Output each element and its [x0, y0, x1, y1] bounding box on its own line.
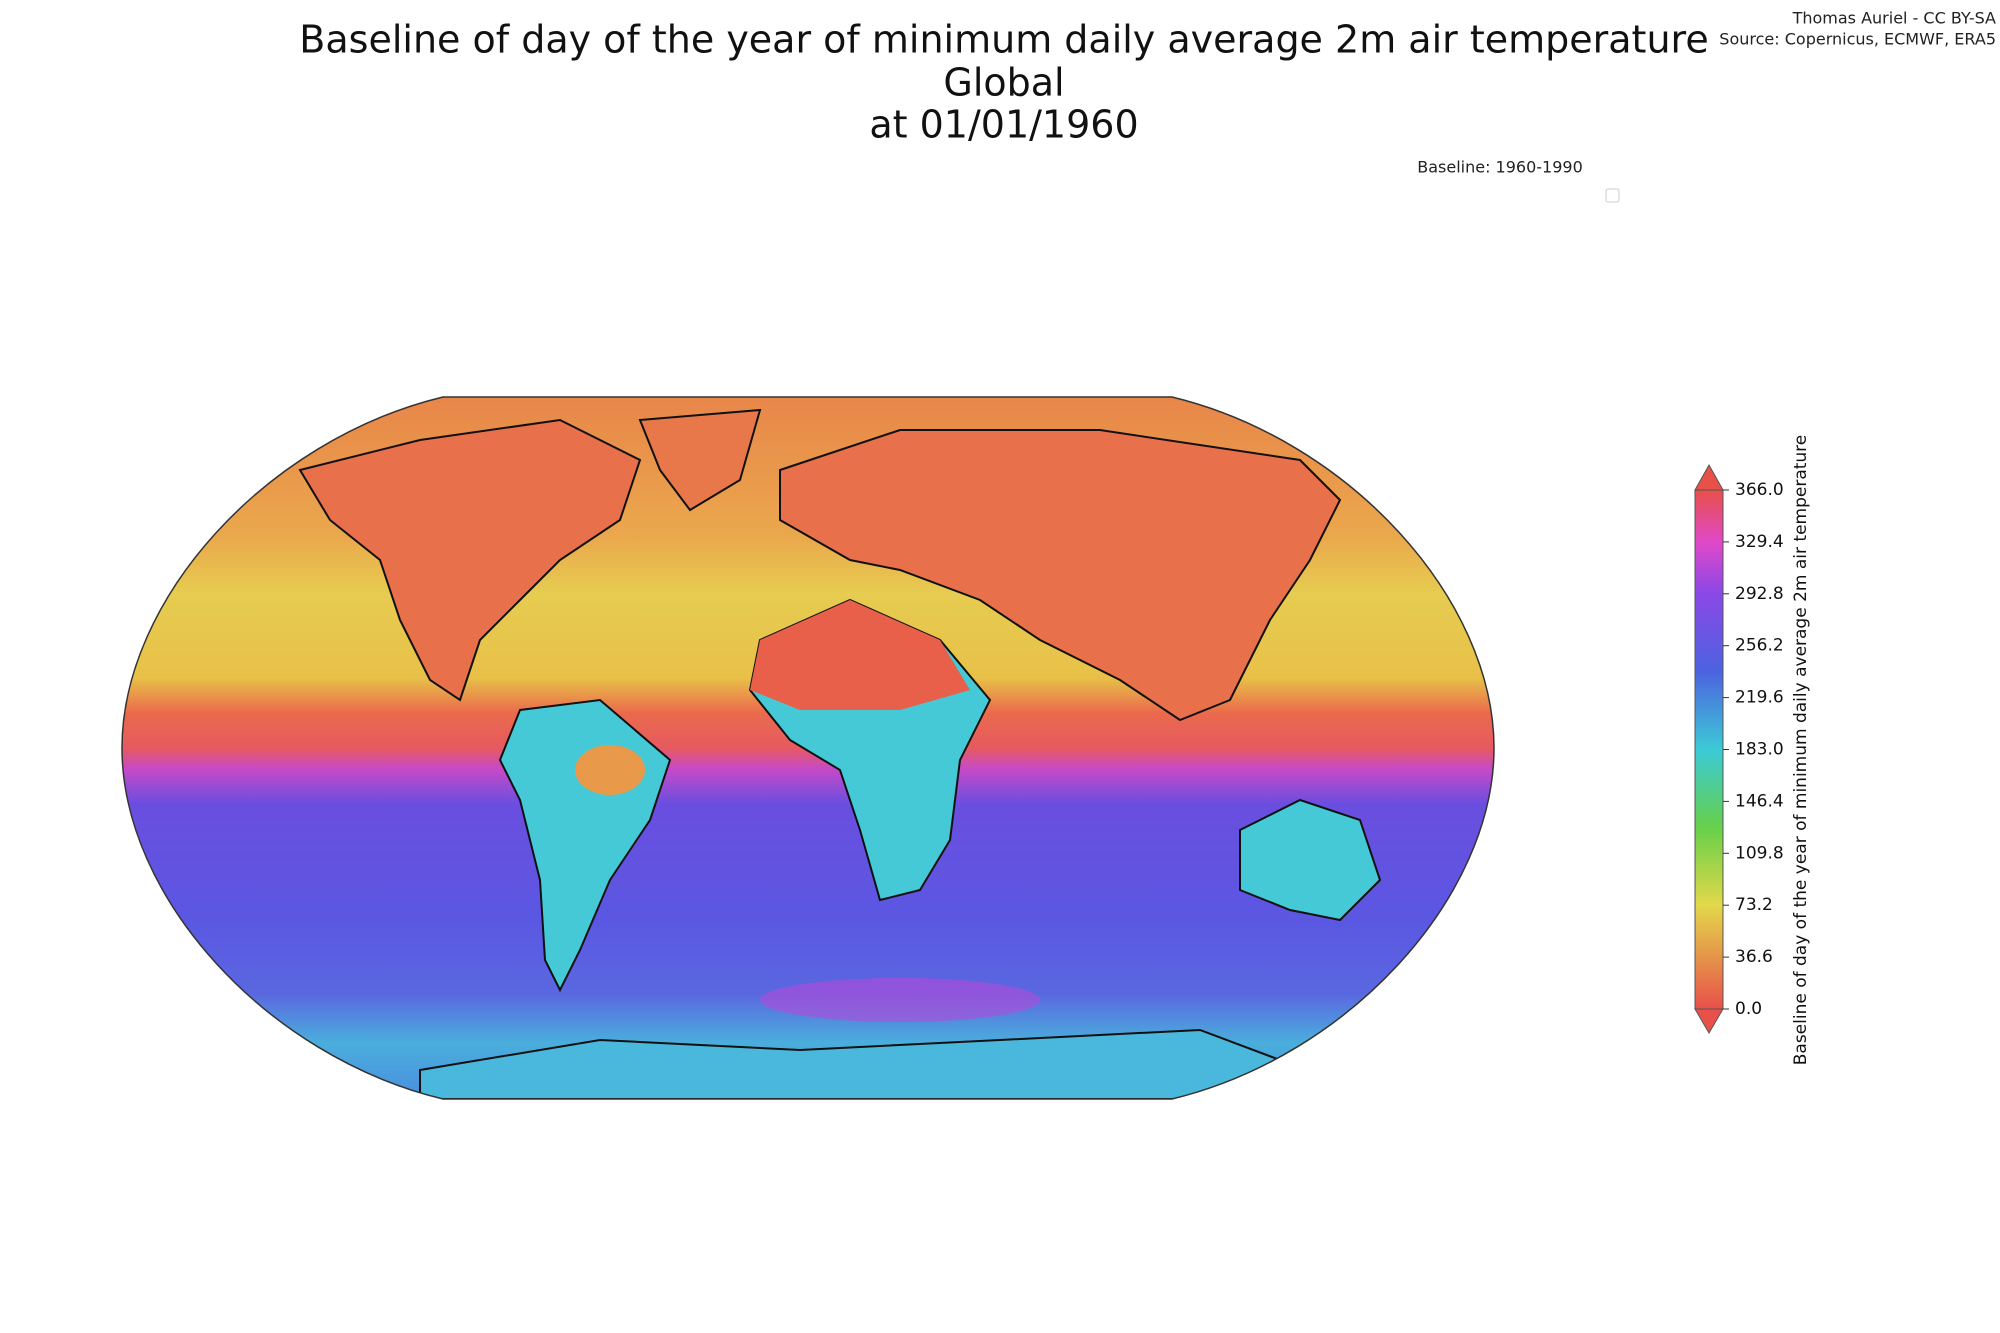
- title-line: Global: [943, 61, 1064, 105]
- colorbar-tick-label: 292.8: [1735, 584, 1784, 604]
- title-line: at 01/01/1960: [869, 103, 1138, 147]
- colorbar-tick-label: 146.4: [1735, 791, 1784, 811]
- colorbar-tick-label: 73.2: [1735, 895, 1773, 915]
- credit: Source: Copernicus, ECMWF, ERA5: [1719, 30, 1996, 49]
- baseline-label: Baseline: 1960-1990: [1417, 158, 1583, 177]
- colorbar-tick-label: 219.6: [1735, 688, 1784, 708]
- colorbar-tick-label: 329.4: [1735, 532, 1784, 552]
- colorbar-tick-label: 109.8: [1735, 843, 1784, 863]
- colorbar-tick-label: 36.6: [1735, 947, 1773, 967]
- colorbar: Baseline of day of the year of minimum d…: [1694, 435, 1811, 1066]
- colorbar-tick-label: 183.0: [1735, 740, 1784, 760]
- colorbar-gradient: [1694, 489, 1724, 1010]
- title-line: Baseline of day of the year of minimum d…: [299, 18, 1708, 62]
- colorbar-tick-label: 366.0: [1735, 480, 1784, 500]
- credit: Thomas Auriel - CC BY-SA: [1792, 9, 1996, 28]
- map: [122, 397, 1494, 1099]
- colorbar-tick-label: 0.0: [1735, 999, 1762, 1019]
- colorbar-label: Baseline of day of the year of minimum d…: [1791, 435, 1811, 1066]
- legend-box: [1605, 188, 1620, 203]
- map-outline: [121, 396, 1495, 1100]
- colorbar-tick-label: 256.2: [1735, 636, 1784, 656]
